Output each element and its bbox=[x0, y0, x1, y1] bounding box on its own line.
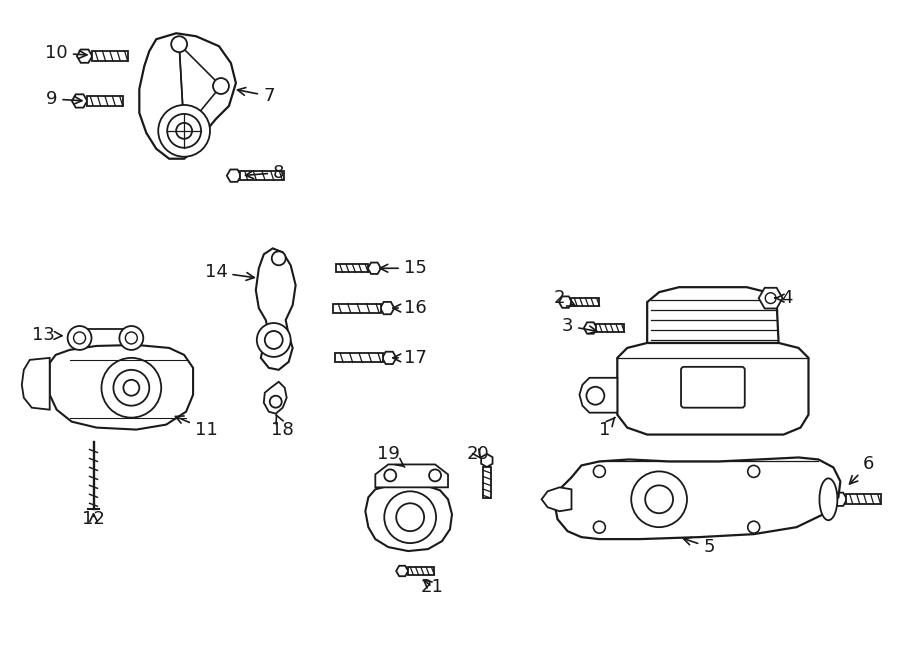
Polygon shape bbox=[92, 52, 129, 61]
Circle shape bbox=[587, 387, 604, 405]
Polygon shape bbox=[50, 345, 194, 430]
Text: 9: 9 bbox=[46, 90, 82, 108]
Polygon shape bbox=[554, 457, 841, 539]
Circle shape bbox=[102, 358, 161, 418]
Polygon shape bbox=[334, 303, 381, 313]
Text: 14: 14 bbox=[204, 263, 254, 281]
Polygon shape bbox=[572, 298, 599, 306]
Polygon shape bbox=[846, 494, 881, 504]
Polygon shape bbox=[240, 171, 284, 180]
Text: 8: 8 bbox=[246, 164, 284, 182]
Circle shape bbox=[171, 36, 187, 52]
Circle shape bbox=[384, 469, 396, 481]
Circle shape bbox=[123, 380, 140, 396]
Polygon shape bbox=[365, 485, 452, 551]
Text: 10: 10 bbox=[45, 44, 87, 62]
Text: 18: 18 bbox=[271, 415, 294, 439]
Circle shape bbox=[256, 323, 291, 357]
Text: 2: 2 bbox=[554, 289, 575, 307]
Circle shape bbox=[429, 469, 441, 481]
Circle shape bbox=[748, 465, 760, 477]
Circle shape bbox=[213, 78, 229, 94]
Polygon shape bbox=[408, 567, 434, 575]
Polygon shape bbox=[375, 465, 448, 487]
Text: 12: 12 bbox=[82, 510, 105, 528]
Polygon shape bbox=[256, 249, 296, 370]
Text: 17: 17 bbox=[393, 349, 427, 367]
Circle shape bbox=[593, 521, 606, 533]
Ellipse shape bbox=[819, 479, 837, 520]
FancyBboxPatch shape bbox=[681, 367, 745, 408]
Text: 3: 3 bbox=[562, 317, 597, 335]
Polygon shape bbox=[482, 467, 491, 498]
Circle shape bbox=[270, 396, 282, 408]
Circle shape bbox=[167, 114, 201, 148]
Polygon shape bbox=[336, 354, 382, 362]
Circle shape bbox=[158, 105, 210, 157]
Circle shape bbox=[645, 485, 673, 513]
Polygon shape bbox=[542, 487, 572, 511]
Text: 16: 16 bbox=[393, 299, 427, 317]
Circle shape bbox=[631, 471, 687, 527]
Circle shape bbox=[748, 521, 760, 533]
Circle shape bbox=[384, 491, 436, 543]
Circle shape bbox=[593, 465, 606, 477]
Text: 13: 13 bbox=[32, 326, 62, 344]
Text: 11: 11 bbox=[176, 416, 218, 439]
Text: 20: 20 bbox=[466, 446, 490, 463]
Polygon shape bbox=[617, 343, 808, 434]
Text: 4: 4 bbox=[775, 289, 792, 307]
Polygon shape bbox=[86, 96, 123, 106]
Text: 21: 21 bbox=[420, 578, 444, 596]
Polygon shape bbox=[337, 264, 368, 272]
Polygon shape bbox=[264, 382, 287, 414]
Circle shape bbox=[120, 326, 143, 350]
Circle shape bbox=[68, 326, 92, 350]
Circle shape bbox=[113, 370, 149, 406]
Polygon shape bbox=[22, 358, 50, 410]
Polygon shape bbox=[759, 288, 783, 309]
Circle shape bbox=[396, 503, 424, 531]
Text: 6: 6 bbox=[850, 455, 874, 484]
Polygon shape bbox=[140, 33, 236, 159]
Text: 5: 5 bbox=[683, 537, 715, 556]
Polygon shape bbox=[580, 378, 617, 412]
Circle shape bbox=[176, 123, 192, 139]
Text: 1: 1 bbox=[598, 418, 615, 439]
Text: 15: 15 bbox=[380, 259, 427, 277]
Polygon shape bbox=[597, 324, 625, 332]
Text: 19: 19 bbox=[377, 446, 405, 467]
Polygon shape bbox=[79, 329, 131, 347]
Circle shape bbox=[272, 251, 285, 265]
Circle shape bbox=[265, 331, 283, 349]
Polygon shape bbox=[647, 287, 778, 343]
Text: 7: 7 bbox=[238, 87, 274, 105]
